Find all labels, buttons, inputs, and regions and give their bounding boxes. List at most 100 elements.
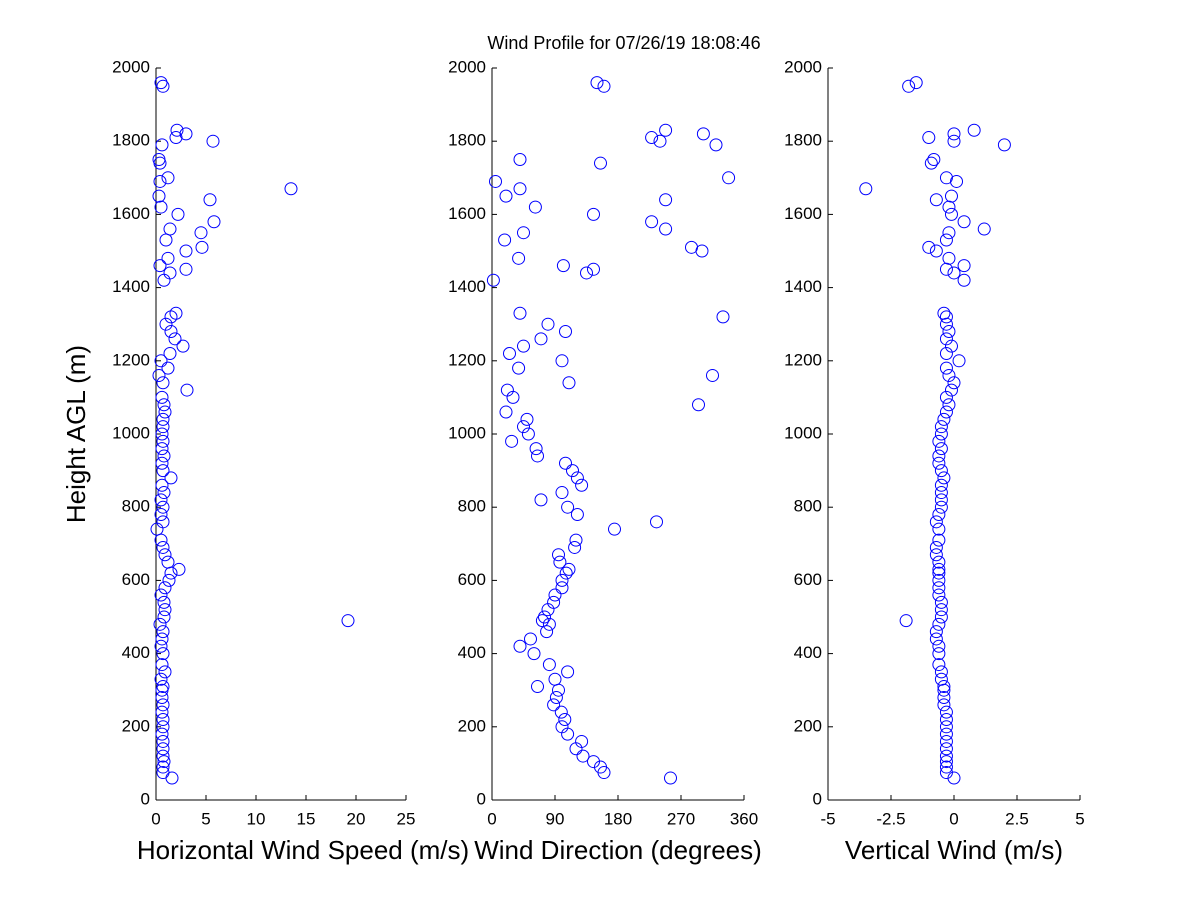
data-point xyxy=(967,123,981,137)
data-point xyxy=(944,207,958,221)
data-point xyxy=(528,200,542,214)
data-point xyxy=(158,405,172,419)
data-point xyxy=(521,427,535,441)
data-point xyxy=(517,420,530,434)
y-tick-label: 1200 xyxy=(784,350,822,369)
data-point xyxy=(939,742,953,756)
data-point xyxy=(932,617,946,631)
y-tick-label: 1800 xyxy=(112,131,150,150)
data-point xyxy=(154,354,168,368)
y-tick-label: 600 xyxy=(122,570,150,589)
data-point xyxy=(179,244,193,258)
data-point xyxy=(934,595,948,609)
data-point xyxy=(153,617,167,631)
data-point xyxy=(152,153,166,166)
data-point xyxy=(558,712,572,726)
data-point xyxy=(535,614,549,628)
data-point xyxy=(947,376,961,390)
x-tick-label: 25 xyxy=(397,809,416,828)
data-point xyxy=(937,306,951,320)
data-point xyxy=(709,138,723,152)
data-point xyxy=(566,464,579,478)
data-point xyxy=(929,632,943,646)
data-point xyxy=(156,625,170,639)
x-tick-label: -5 xyxy=(820,809,835,828)
x-tick-label: 15 xyxy=(297,809,316,828)
chart-title: Wind Profile for 07/26/19 18:08:46 xyxy=(487,33,760,53)
data-point xyxy=(957,259,971,273)
data-point xyxy=(155,632,169,646)
data-point xyxy=(156,712,170,726)
data-point xyxy=(161,555,175,569)
data-point xyxy=(156,647,170,661)
data-point xyxy=(929,244,943,258)
data-point xyxy=(937,471,951,485)
data-point xyxy=(939,346,953,360)
data-point xyxy=(664,771,677,785)
data-point xyxy=(534,493,548,507)
y-axis-label: Height AGL (m) xyxy=(61,345,91,523)
data-point xyxy=(927,153,941,166)
data-point xyxy=(156,376,170,390)
x-tick-label: 0 xyxy=(949,809,958,828)
data-point xyxy=(576,749,590,763)
y-tick-label: 1000 xyxy=(112,423,150,442)
data-point xyxy=(168,332,182,346)
data-point xyxy=(934,610,948,624)
data-point xyxy=(156,420,170,434)
data-point xyxy=(939,766,953,780)
data-point xyxy=(157,755,171,769)
data-point xyxy=(547,595,561,609)
data-point xyxy=(561,500,575,514)
data-point xyxy=(156,79,170,93)
data-point xyxy=(556,259,570,273)
data-point xyxy=(154,508,168,522)
data-point xyxy=(156,698,170,712)
data-point xyxy=(934,427,948,441)
y-tick-label: 1200 xyxy=(112,350,150,369)
data-point xyxy=(540,625,554,639)
data-point xyxy=(159,317,173,331)
data-point xyxy=(555,486,569,500)
data-point xyxy=(939,727,953,741)
data-point xyxy=(517,226,530,240)
data-point xyxy=(929,548,943,562)
data-point xyxy=(155,658,169,672)
y-tick-label: 1000 xyxy=(448,423,486,442)
data-point xyxy=(153,174,167,188)
x-tick-label: -2.5 xyxy=(876,809,905,828)
data-point xyxy=(489,174,502,188)
y-tick-label: 1800 xyxy=(448,131,486,150)
y-tick-label: 400 xyxy=(458,643,486,662)
data-point xyxy=(597,79,611,93)
data-point xyxy=(170,123,184,137)
data-point xyxy=(942,325,956,339)
data-point xyxy=(934,500,948,514)
data-point xyxy=(156,720,170,734)
data-point xyxy=(932,573,946,587)
data-point xyxy=(158,581,172,595)
data-point xyxy=(156,434,170,448)
data-point xyxy=(934,420,948,434)
data-point xyxy=(939,760,953,774)
data-point xyxy=(547,698,561,712)
data-point xyxy=(541,317,555,331)
x-tick-label: 180 xyxy=(604,809,632,828)
data-point xyxy=(538,610,551,624)
data-point xyxy=(552,683,565,697)
data-point xyxy=(499,189,513,203)
data-point xyxy=(645,131,659,145)
data-point xyxy=(284,182,298,196)
data-point xyxy=(947,134,961,148)
data-point xyxy=(171,207,185,221)
data-point xyxy=(156,412,170,426)
x-tick-label: 90 xyxy=(546,809,565,828)
data-point xyxy=(549,691,563,705)
data-point xyxy=(924,156,938,170)
data-point xyxy=(529,442,543,456)
data-point xyxy=(555,354,569,368)
data-point xyxy=(512,251,526,265)
data-point xyxy=(559,566,573,580)
data-point xyxy=(157,398,171,412)
data-point xyxy=(486,273,500,287)
